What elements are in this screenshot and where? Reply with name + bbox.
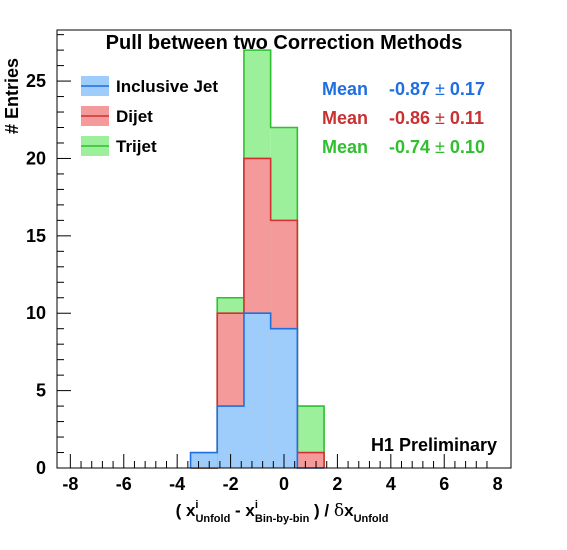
mean-values: Mean -0.87 ± 0.17 Mean -0.86 ± 0.11 Mean -0.7… — [322, 79, 485, 157]
outline-dijet — [190, 157, 325, 469]
legend-label-trijet: Trijet — [116, 137, 157, 156]
y-tick-label: 15 — [26, 226, 46, 246]
bar-inclusive-jet-3 — [270, 328, 298, 468]
x-tick-label: -4 — [169, 474, 185, 494]
y-tick-label: 10 — [26, 303, 46, 323]
y-tick-label: 5 — [36, 381, 46, 401]
xlabel-sub3: Unfold — [354, 513, 389, 525]
x-tick-label: 4 — [386, 474, 396, 494]
legend: Inclusive Jet Dijet Trijet — [81, 76, 218, 156]
xlabel-delta: δ — [334, 501, 344, 521]
x-tick-label: -6 — [116, 474, 132, 494]
x-tick-label: -2 — [223, 474, 239, 494]
y-axis-ticks: 0 5 10 15 20 25 — [26, 34, 71, 478]
x-tick-label: 6 — [439, 474, 449, 494]
y-tick-label: 0 — [36, 458, 46, 478]
x-tick-label: 2 — [332, 474, 342, 494]
outline-inclusive-jet — [189, 312, 325, 469]
y-tick-label: 25 — [26, 71, 46, 91]
xlabel-prefix: ( x — [176, 501, 196, 520]
xlabel-sub2: Bin-by-bin — [255, 513, 310, 525]
bar-inclusive-jet-2 — [243, 313, 271, 468]
y-tick-label: 20 — [26, 148, 46, 168]
legend-label-inclusive-jet: Inclusive Jet — [116, 77, 218, 96]
bar-inclusive-jet-0 — [190, 452, 218, 468]
chart-title: Pull between two Correction Methods — [106, 32, 463, 54]
x-tick-label: 0 — [279, 474, 289, 494]
x-tick-label: 8 — [493, 474, 503, 494]
y-axis-label: # Entries — [2, 58, 22, 134]
xlabel-sup1: i — [195, 499, 198, 511]
mean-text-2: Mean -0.86 ± 0.11 — [322, 108, 484, 128]
mean-text-1: Mean -0.87 ± 0.17 — [322, 79, 485, 99]
x-axis-label: ( xi Unfold - xi Bin-by-bin ) / δxUnfold — [176, 499, 389, 525]
x-tick-label: -8 — [62, 474, 78, 494]
xlabel-mid: - x — [230, 501, 255, 520]
bar-dijet-4 — [297, 452, 325, 468]
legend-label-dijet: Dijet — [116, 107, 153, 126]
x-axis-ticks: -8 -6 -4 -2 0 2 4 6 8 — [62, 454, 503, 494]
xlabel-sub1: Unfold — [195, 513, 230, 525]
xlabel-x: x — [344, 501, 354, 520]
xlabel-sup2: i — [255, 499, 258, 511]
h1-preliminary-label: H1 Preliminary — [371, 435, 497, 455]
histogram-bars — [189, 49, 325, 469]
mean-text-3: Mean -0.74 ± 0.10 — [322, 137, 485, 157]
xlabel-tail: ) / — [309, 501, 334, 520]
